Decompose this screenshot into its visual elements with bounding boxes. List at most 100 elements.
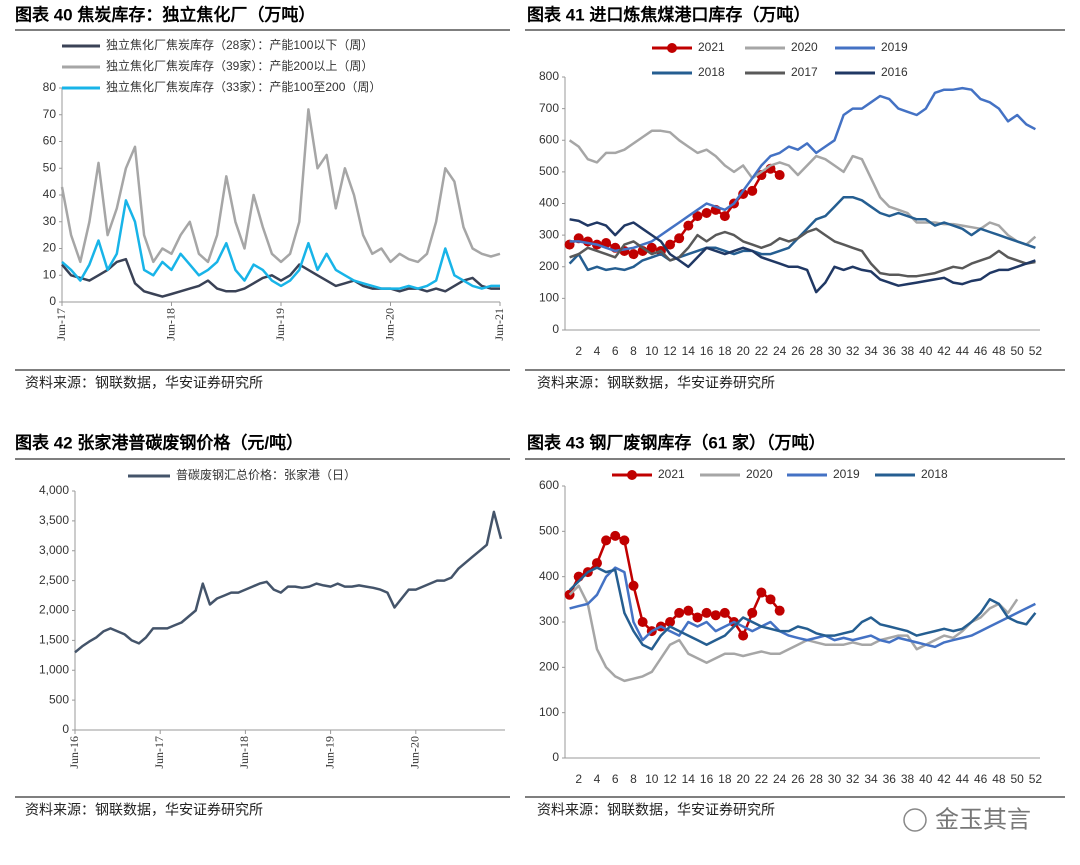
series-marker — [738, 189, 749, 200]
x-tick-label: Jun-19 — [273, 308, 287, 341]
x-tick-label: 8 — [630, 344, 637, 358]
y-tick-label: 2,000 — [39, 603, 69, 617]
x-tick-label: 32 — [846, 344, 860, 358]
x-tick-label: 10 — [645, 344, 659, 358]
series-line — [568, 195, 1036, 272]
x-tick-label: 8 — [630, 772, 637, 786]
watermark-icon — [903, 808, 927, 832]
x-tick-label: Jun-21 — [492, 308, 506, 341]
x-tick-label: 36 — [883, 344, 897, 358]
series-line — [568, 129, 1037, 246]
legend-label: 2017 — [791, 65, 818, 79]
series-marker — [692, 612, 703, 623]
x-tick-label: 36 — [883, 772, 897, 786]
series-line — [569, 227, 1036, 278]
chart-title: 图表 41 进口炼焦煤港口库存（万吨） — [527, 4, 810, 24]
y-tick-label: 2,500 — [39, 573, 69, 587]
series-marker — [683, 220, 694, 231]
legend-label: 独立焦化厂焦炭库存（33家）：产能100至200（周） — [106, 79, 381, 94]
legend-marker — [627, 470, 637, 480]
series-marker — [719, 211, 730, 222]
series-line — [569, 566, 1036, 649]
series-marker — [692, 211, 703, 222]
x-tick-label: 20 — [736, 772, 750, 786]
x-tick-label: 2 — [575, 344, 582, 358]
series-line — [74, 510, 503, 654]
x-tick-label: 24 — [773, 772, 787, 786]
series-marker — [591, 558, 602, 569]
x-tick-label: 16 — [700, 772, 714, 786]
series-marker — [628, 580, 639, 591]
x-tick-label: 50 — [1010, 772, 1024, 786]
y-tick-label: 10 — [43, 267, 57, 281]
y-tick-label: 200 — [539, 660, 559, 674]
x-tick-label: 48 — [992, 772, 1006, 786]
y-tick-label: 3,000 — [39, 543, 69, 557]
x-tick-label: 34 — [864, 772, 878, 786]
series-marker — [665, 239, 676, 250]
series-marker — [765, 594, 776, 605]
chart-title: 图表 43 钢厂废钢库存（61 家）（万吨） — [527, 432, 826, 452]
y-tick-label: 600 — [539, 132, 559, 146]
chart-source: 资料来源：钢联数据，华安证券研究所 — [537, 802, 775, 818]
series-marker — [646, 242, 657, 253]
chart-source: 资料来源：钢联数据，华安证券研究所 — [25, 802, 263, 818]
chart-title: 图表 40 焦炭库存：独立焦化厂（万吨） — [15, 4, 315, 24]
x-tick-label: 50 — [1010, 344, 1024, 358]
legend-label: 2019 — [833, 467, 860, 481]
x-tick-label: 14 — [682, 344, 696, 358]
x-tick-label: Jun-20 — [382, 308, 396, 341]
x-tick-label: 48 — [992, 344, 1006, 358]
y-tick-label: 30 — [43, 214, 57, 228]
y-tick-label: 700 — [539, 101, 559, 115]
series-line — [569, 86, 1036, 253]
y-tick-label: 0 — [552, 750, 559, 764]
series-marker — [683, 605, 694, 616]
series-marker — [701, 607, 712, 618]
x-tick-label: Jun-17 — [152, 736, 166, 769]
series-marker — [738, 630, 749, 641]
series-marker — [774, 170, 785, 181]
x-tick-label: 40 — [919, 772, 933, 786]
x-tick-label: 42 — [937, 344, 951, 358]
legend-label: 2020 — [746, 467, 773, 481]
x-tick-label: 6 — [612, 344, 619, 358]
x-tick-label: 12 — [663, 772, 677, 786]
series-marker — [674, 607, 685, 618]
x-tick-label: 26 — [791, 344, 805, 358]
legend-label: 2021 — [658, 467, 685, 481]
y-tick-label: 600 — [539, 478, 559, 492]
x-tick-label: Jun-20 — [408, 736, 422, 769]
x-tick-label: 44 — [956, 772, 970, 786]
chart-source: 资料来源：钢联数据，华安证券研究所 — [537, 375, 775, 391]
x-tick-label: Jun-17 — [54, 308, 68, 341]
series-marker — [665, 617, 676, 627]
x-tick-label: 34 — [864, 344, 878, 358]
y-tick-label: 4,000 — [39, 483, 69, 497]
x-tick-label: 24 — [773, 344, 787, 358]
series-marker — [701, 207, 712, 218]
x-tick-label: 46 — [974, 344, 988, 358]
legend-label: 2016 — [881, 65, 908, 79]
y-tick-label: 0 — [62, 722, 69, 736]
x-tick-label: 2 — [575, 772, 582, 786]
series-marker — [619, 535, 630, 546]
series-marker — [601, 535, 612, 546]
y-tick-label: 1,500 — [39, 633, 69, 647]
y-tick-label: 100 — [539, 291, 559, 305]
series-marker — [774, 605, 785, 616]
watermark: 金玉其言 — [935, 806, 1031, 833]
series-marker — [674, 233, 685, 244]
x-tick-label: 4 — [594, 772, 601, 786]
x-tick-label: 14 — [682, 772, 696, 786]
series-marker — [756, 587, 767, 598]
series-line — [568, 566, 1037, 651]
legend-label: 2019 — [881, 40, 908, 54]
x-tick-label: 52 — [1029, 772, 1043, 786]
series-marker — [747, 607, 758, 618]
y-tick-label: 500 — [49, 692, 69, 706]
series-line — [569, 218, 1036, 294]
x-tick-label: Jun-18 — [237, 736, 251, 769]
x-tick-label: 16 — [700, 344, 714, 358]
series-line — [61, 257, 500, 298]
